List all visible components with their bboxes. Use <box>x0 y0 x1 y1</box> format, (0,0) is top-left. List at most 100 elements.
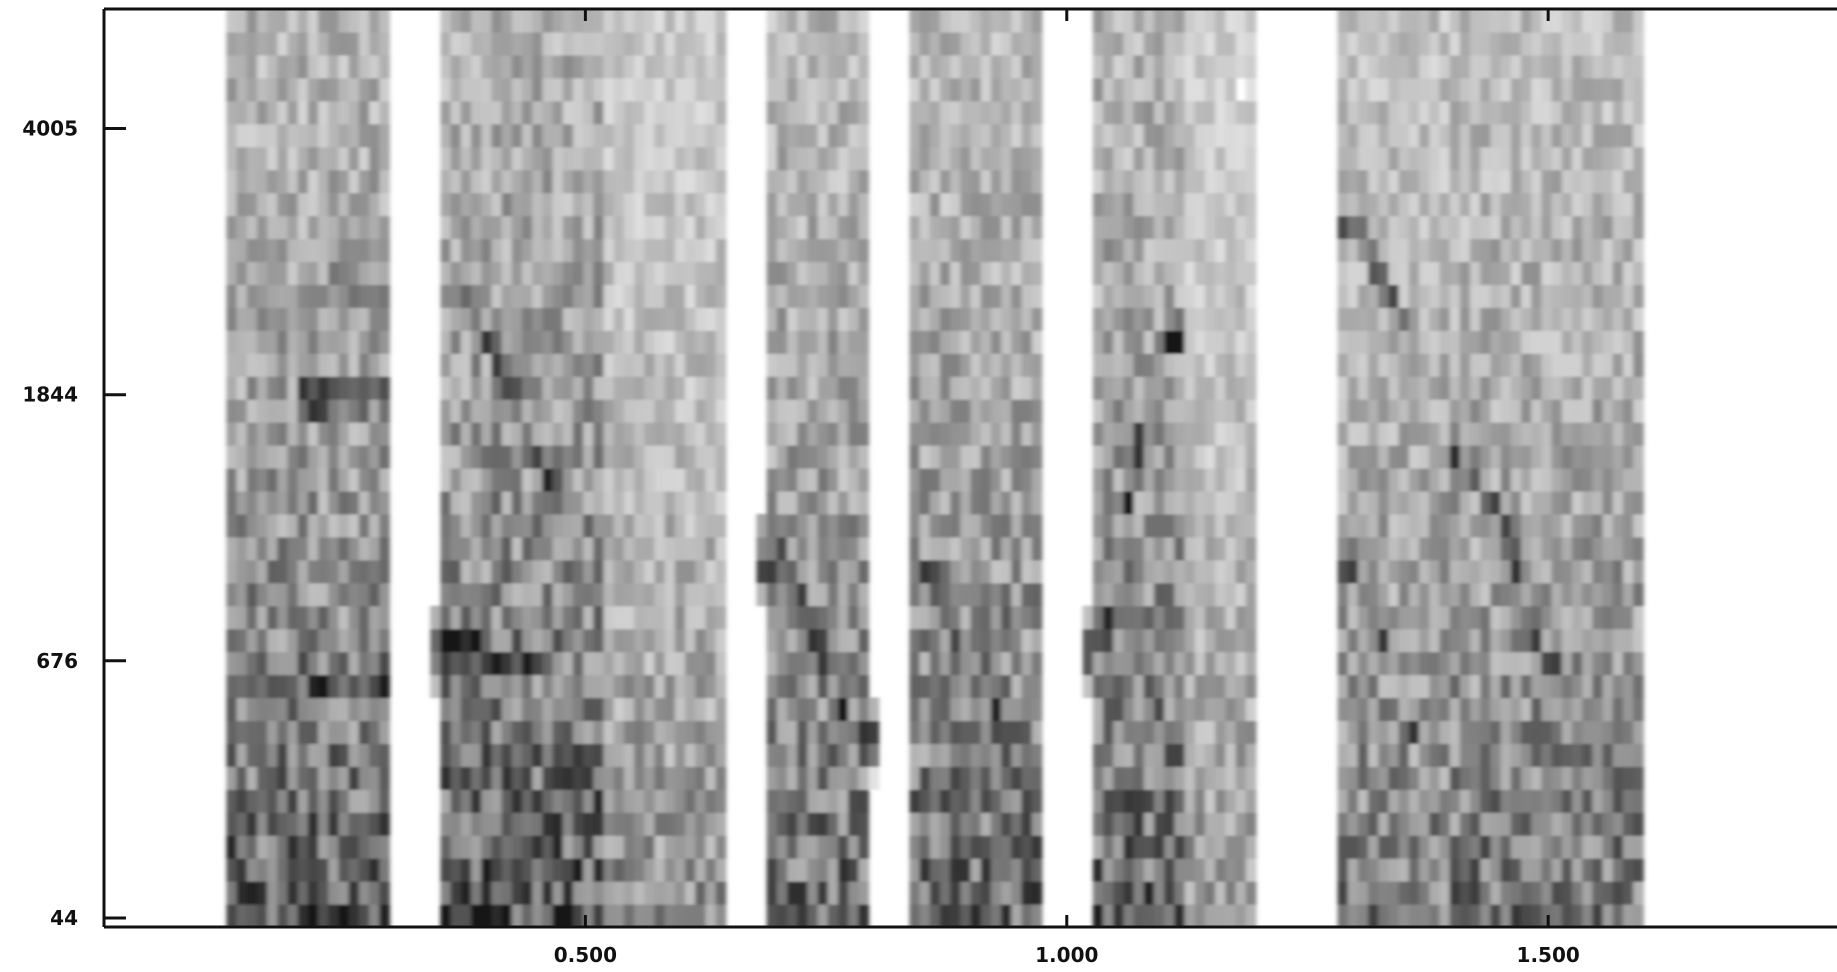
spectrogram-cell <box>929 835 941 859</box>
spectrogram-cell <box>521 536 533 561</box>
spectrogram-cell <box>674 789 686 813</box>
spectrogram-cell <box>511 835 523 859</box>
spectrogram-cell <box>1531 54 1542 79</box>
spectrogram-cell <box>644 169 656 194</box>
spectrogram-cell <box>521 307 533 331</box>
spectrogram-cell <box>1622 330 1634 354</box>
spectrogram-cell <box>1429 743 1441 767</box>
spectrogram-cell <box>827 628 839 653</box>
spectrogram-cell <box>532 904 543 927</box>
spectrogram-cell <box>644 582 656 607</box>
spectrogram-cell <box>1092 904 1104 927</box>
spectrogram-cell <box>1592 376 1604 400</box>
spectrogram-cell <box>1245 422 1257 446</box>
spectrogram-cell <box>481 215 492 240</box>
spectrogram-cell <box>1184 399 1196 423</box>
spectrogram-cell <box>1419 881 1430 905</box>
spectrogram-cell <box>1368 835 1379 859</box>
spectrogram-cell <box>909 31 921 56</box>
spectrogram-cell <box>369 54 380 79</box>
spectrogram-cell <box>1388 330 1400 354</box>
spectrogram-cell <box>613 238 625 263</box>
spectrogram-cell <box>634 192 645 217</box>
spectrogram-cell <box>1235 720 1247 744</box>
spectrogram-cell <box>1571 422 1583 446</box>
spectrogram-cell <box>1368 422 1379 446</box>
spectrogram-cell <box>817 628 829 653</box>
spectrogram-cell <box>521 789 533 813</box>
spectrogram-cell <box>1194 100 1206 125</box>
spectrogram-cell <box>358 192 370 217</box>
spectrogram-cell <box>1520 54 1532 79</box>
spectrogram-cell <box>664 628 676 653</box>
spectrogram-cell <box>1531 238 1542 263</box>
spectrogram-cell <box>715 422 727 446</box>
spectrogram-cell <box>858 445 870 469</box>
spectrogram-cell <box>797 513 808 538</box>
spectrogram-cell <box>837 513 849 538</box>
spectrogram-cell <box>542 697 554 722</box>
spectrogram-cell <box>1113 307 1125 331</box>
spectrogram-cell <box>1500 399 1512 423</box>
spectrogram-cell <box>960 307 972 331</box>
spectrogram-cell <box>858 123 870 148</box>
spectrogram-cell <box>1520 330 1532 354</box>
spectrogram-cell <box>664 720 676 744</box>
spectrogram-cell <box>1245 628 1257 653</box>
spectrogram-cell <box>583 536 594 561</box>
spectrogram-cell <box>1082 674 1094 699</box>
spectrogram-cell <box>1001 812 1012 836</box>
spectrogram-cell <box>236 123 248 148</box>
spectrogram-cell <box>1551 651 1563 676</box>
spectrogram-cell <box>644 238 656 263</box>
spectrogram-cell <box>766 9 778 33</box>
spectrogram-cell <box>1103 238 1114 263</box>
spectrogram-cell <box>1011 353 1023 377</box>
spectrogram-cell <box>297 605 309 630</box>
spectrogram-cell <box>1164 123 1175 148</box>
spectrogram-cell <box>939 559 951 584</box>
spectrogram-cell <box>1143 789 1155 813</box>
spectrogram-cell <box>1123 100 1135 125</box>
spectrogram-cell <box>358 31 370 56</box>
spectrogram-cell <box>776 582 788 607</box>
spectrogram-cell <box>318 330 329 354</box>
spectrogram-cell <box>1225 536 1237 561</box>
spectrogram-cell <box>664 766 676 790</box>
spectrogram-cell <box>1439 353 1451 377</box>
spectrogram-cell <box>797 490 808 515</box>
spectrogram-cell <box>613 284 625 308</box>
spectrogram-cell <box>328 445 340 469</box>
spectrogram-cell <box>1520 651 1532 676</box>
spectrogram-cell <box>695 674 707 699</box>
spectrogram-cell <box>369 605 380 630</box>
spectrogram-cell <box>776 720 788 744</box>
spectrogram-cell <box>511 284 523 308</box>
spectrogram-cell <box>909 605 921 630</box>
spectrogram-cell <box>481 353 492 377</box>
spectrogram-cell <box>1245 720 1257 744</box>
spectrogram-cell <box>1378 9 1390 33</box>
spectrogram-cell <box>1531 445 1542 469</box>
spectrogram-cell <box>1347 445 1359 469</box>
spectrogram-cell <box>1337 353 1349 377</box>
spectrogram-cell <box>1357 536 1369 561</box>
spectrogram-cell <box>1011 422 1023 446</box>
spectrogram-cell <box>1510 123 1522 148</box>
spectrogram-cell <box>817 743 829 767</box>
spectrogram-cell <box>939 582 951 607</box>
spectrogram-cell <box>236 31 248 56</box>
spectrogram-cell <box>593 100 605 125</box>
spectrogram-cell <box>542 881 554 905</box>
spectrogram-cell <box>685 468 696 492</box>
spectrogram-cell <box>939 835 951 859</box>
spectrogram-cell <box>358 513 370 538</box>
spectrogram-cell <box>1174 238 1186 263</box>
spectrogram-cell <box>603 536 615 561</box>
spectrogram-cell <box>1347 858 1359 882</box>
spectrogram-cell <box>1368 445 1379 469</box>
spectrogram-cell <box>1031 445 1043 469</box>
spectrogram-cell <box>1582 100 1593 125</box>
spectrogram-cell <box>1184 100 1196 125</box>
spectrogram-cell <box>837 904 849 927</box>
